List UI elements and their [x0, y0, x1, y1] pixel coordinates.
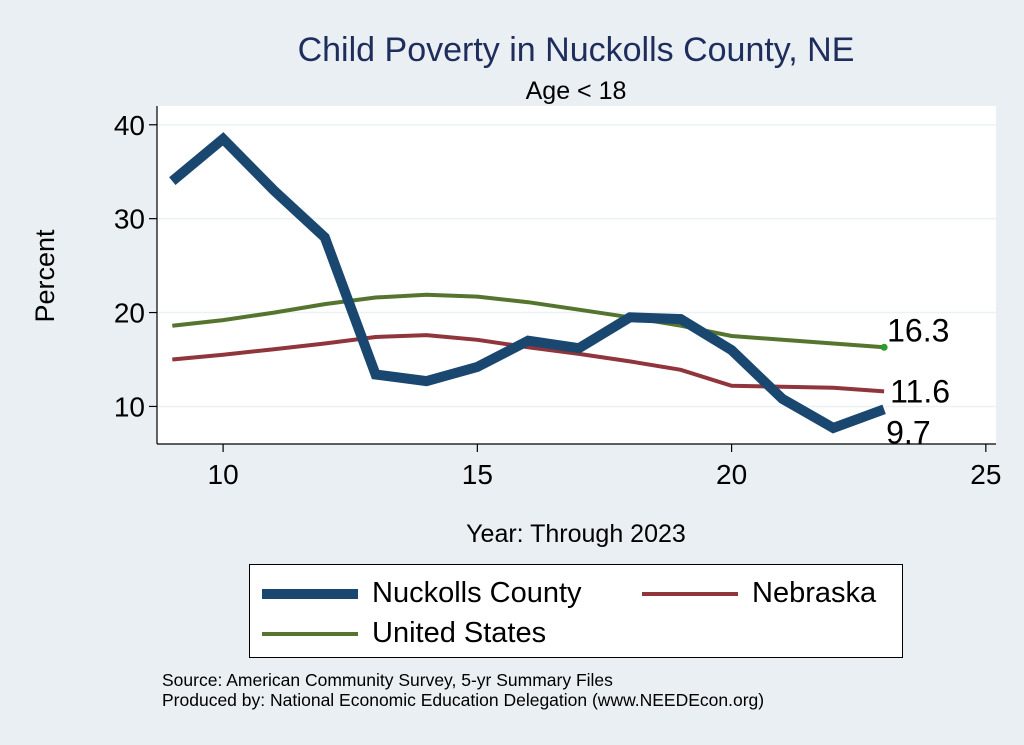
y-tick-label-40: 40 [114, 110, 145, 141]
legend-label-united-states: United States [372, 617, 547, 649]
chart-title: Child Poverty in Nuckolls County, NE [298, 31, 855, 69]
x-tick-label-15: 15 [462, 459, 493, 490]
produced-by-note: Produced by: National Economic Education… [162, 690, 765, 710]
x-axis-label: Year: Through 2023 [466, 520, 686, 548]
end-label-nebraska: 11.6 [890, 373, 950, 409]
legend-swatch-united-states [262, 631, 358, 636]
end-label-united-states: 16.3 [887, 312, 949, 348]
y-tick-label-30: 30 [114, 204, 145, 235]
end-marker-united-states [880, 343, 888, 351]
y-axis-label: Percent [30, 229, 60, 323]
y-tick-label-10: 10 [114, 391, 145, 422]
legend-item-united-states: United States [262, 617, 546, 650]
chart-subtitle: Age < 18 [526, 77, 627, 105]
x-tick-label-10: 10 [208, 459, 239, 490]
source-notes: Source: American Community Survey, 5-yr … [162, 670, 764, 710]
x-tick-label-20: 20 [716, 459, 747, 490]
x-tick-label-25: 25 [970, 459, 1001, 490]
legend-item-nebraska: Nebraska [642, 577, 876, 610]
end-label-nuckolls: 9.7 [886, 414, 930, 450]
source-note: Source: American Community Survey, 5-yr … [162, 670, 613, 690]
legend-label-nebraska: Nebraska [752, 577, 877, 609]
legend-swatch-nebraska [642, 591, 738, 596]
y-tick-label-20: 20 [114, 298, 145, 329]
legend: Nuckolls County Nebraska United States [249, 564, 903, 658]
legend-item-nuckolls: Nuckolls County [262, 577, 582, 610]
legend-swatch-nuckolls [262, 588, 358, 599]
legend-label-nuckolls: Nuckolls County [372, 577, 582, 609]
plot-area [157, 106, 996, 444]
